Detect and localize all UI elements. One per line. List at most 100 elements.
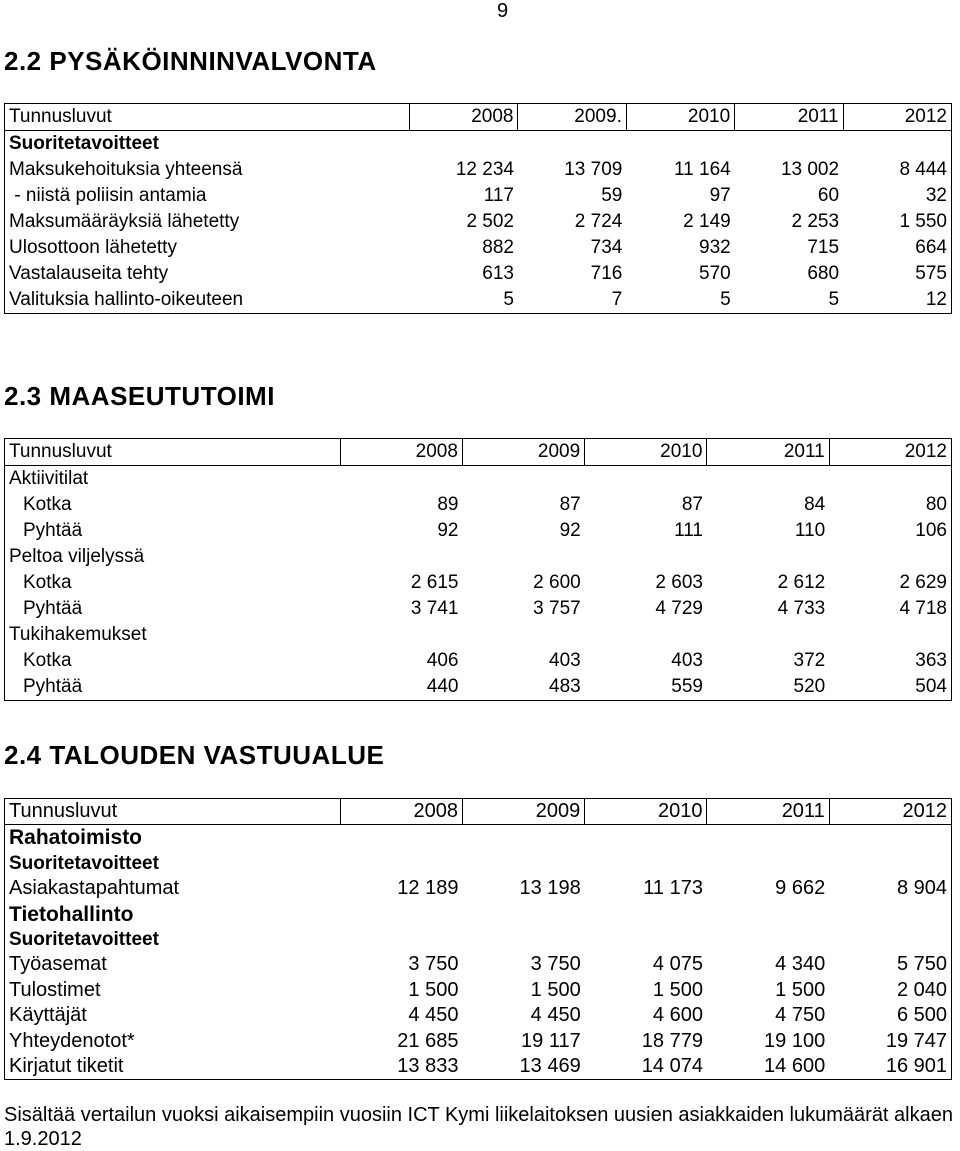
header-cell: 2009.	[517, 103, 627, 131]
row-value: 4 450	[530, 1004, 581, 1027]
row-label: - niistä poliisin antamia	[3, 183, 410, 209]
table-row: Asiakastapahtumat 12 189 13 198 11 173 9…	[4, 876, 953, 902]
table-row: Tukihakemukset	[4, 622, 953, 648]
row-value: 1 550	[843, 209, 953, 235]
row-value: 111	[674, 520, 703, 541]
table-row: Käyttäjät 4 450 4 450 4 600 4 750 6 500	[4, 1003, 953, 1029]
row-value	[707, 466, 829, 493]
row-value: 14 600	[706, 1054, 830, 1081]
row-value	[462, 851, 584, 876]
row-value: 403	[671, 650, 703, 671]
table-row: Suoritetavoitteet	[4, 927, 953, 953]
row-value: 9 662	[775, 877, 826, 900]
table-row: Aktiivitilat	[4, 465, 953, 493]
row-value	[340, 622, 462, 648]
row-value	[707, 902, 829, 927]
row-value: 12 234	[455, 159, 514, 180]
row-value: 8 904	[829, 876, 953, 902]
row-value	[340, 927, 462, 952]
row-value: 80	[829, 492, 953, 518]
table-header-row: Tunnusluvut 2008 2009. 2010 2011 2012	[3, 103, 953, 131]
header-cell: 2009	[461, 438, 586, 466]
row-value: 1 500	[408, 978, 459, 1001]
row-label: Kotka	[4, 570, 341, 596]
row-value: 4 600	[652, 1004, 703, 1027]
table-row: Pyhtää 440 483 559 520 504	[4, 674, 953, 701]
row-value: 1 500	[775, 978, 826, 1001]
table-row: Pyhtää 92 92 111 110 106	[4, 518, 953, 544]
header-cell: Tunnusluvut	[4, 438, 341, 466]
row-label: Peltoa viljelyssä	[4, 544, 341, 570]
row-value: 613	[482, 263, 514, 284]
row-value	[707, 544, 829, 570]
row-value	[829, 465, 953, 492]
row-value: 4 718	[829, 596, 953, 622]
section-title-talouden-vastuualue: 2.4 TALOUDEN VASTUUALUE	[4, 740, 385, 770]
row-value	[462, 544, 584, 570]
table-row: Ulosottoon lähetetty 882 734 932 715 664	[3, 235, 953, 261]
row-value	[462, 927, 584, 952]
row-value	[707, 927, 829, 952]
table-header-row: Tunnusluvut 2008 2009 2010 2011 2012	[4, 797, 953, 826]
row-value: 3 741	[410, 598, 459, 619]
row-value: 575	[843, 261, 953, 287]
row-value: 13 833	[340, 1054, 463, 1081]
row-value: 13 709	[564, 159, 623, 180]
table-row: Kotka 2 615 2 600 2 603 2 612 2 629	[4, 570, 953, 596]
table-row: Tietohallinto	[4, 901, 953, 928]
row-value	[410, 131, 518, 158]
row-value: 92	[437, 520, 459, 541]
row-value: 4 450	[408, 1004, 459, 1027]
row-value	[585, 902, 707, 927]
table-maaseututoimi: Tunnusluvut 2008 2009 2010 2011 2012 Akt…	[4, 438, 953, 701]
header-cell: 2009	[461, 797, 586, 826]
row-value: 32	[843, 183, 953, 209]
row-value: 2 629	[829, 570, 953, 596]
row-label: Pyhtää	[4, 518, 341, 544]
row-value: 87	[559, 494, 581, 515]
row-value: 6 500	[829, 1003, 953, 1029]
row-value	[829, 544, 953, 570]
row-value: 882	[482, 237, 514, 258]
row-label: Asiakastapahtumat	[4, 876, 341, 902]
row-value: 19 747	[829, 1028, 953, 1055]
row-label: Maksukehoituksia yhteensä	[3, 157, 410, 183]
row-value: 504	[829, 674, 953, 701]
table-row: Suoritetavoitteet	[4, 850, 953, 877]
row-label: Maksumääräyksiä lähetetty	[3, 209, 410, 235]
table-row: Rahatoimisto	[4, 824, 953, 851]
row-value	[340, 825, 462, 851]
row-value: 1 500	[530, 978, 581, 1001]
page-number: 9	[497, 0, 509, 22]
row-value: 117	[483, 185, 514, 206]
row-value: 18 779	[641, 1029, 703, 1052]
row-value: 12	[843, 287, 953, 314]
header-cell: Tunnusluvut	[4, 797, 341, 826]
row-value: 5	[409, 287, 518, 314]
row-value: 440	[340, 674, 463, 701]
row-label: Aktiivitilat	[4, 465, 341, 492]
row-value: 106	[829, 518, 953, 544]
row-label: Tukihakemukset	[4, 622, 341, 648]
section-title-maaseututoimi: 2.3 MAASEUTUTOIMI	[4, 381, 275, 411]
row-value: 11 164	[674, 159, 731, 180]
row-value: 3 750	[408, 953, 459, 976]
row-value: 11 173	[643, 877, 703, 900]
table-pysakoinninvalvonta: Tunnusluvut 2008 2009. 2010 2011 2012 Su…	[3, 103, 953, 314]
row-value: 92	[559, 520, 581, 541]
row-value: 110	[794, 520, 826, 541]
row-label: Vastalauseita tehty	[3, 261, 410, 287]
row-value	[829, 824, 953, 851]
row-value	[340, 902, 462, 927]
header-cell: 2010	[584, 438, 708, 466]
row-label: Pyhtää	[4, 596, 341, 622]
table-row: Suoritetavoitteet	[3, 130, 953, 158]
row-value	[829, 850, 953, 877]
row-value: 4 729	[655, 598, 703, 619]
row-value: 403	[549, 650, 581, 671]
row-value: 715	[807, 237, 840, 258]
row-value: 8 444	[843, 157, 953, 183]
row-value: 2 724	[574, 211, 623, 232]
row-value: 13 198	[519, 877, 581, 900]
footnote: Sisältää vertailun vuoksi aikaisempiin v…	[4, 1104, 953, 1150]
